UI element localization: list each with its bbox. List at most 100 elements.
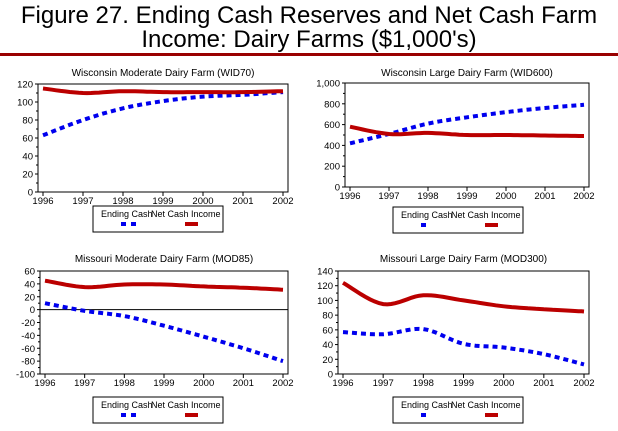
x-tick-label: 2001	[533, 378, 554, 389]
y-tick-label: 120	[17, 80, 33, 91]
chart-panel-3: Missouri Moderate Dairy Farm (MOD85) -100…	[16, 254, 294, 424]
y-tick-label: 600	[324, 120, 340, 131]
x-tick-label: 1997	[74, 378, 95, 389]
y-tick-label: 60	[322, 325, 333, 336]
y-tick-label: 40	[24, 279, 35, 290]
y-tick-label: 120	[317, 281, 333, 292]
y-tick-label: -80	[21, 357, 35, 368]
legend-label-ending-cash: Ending Cash	[101, 400, 153, 410]
x-tick-label: 1998	[112, 196, 133, 207]
x-tick-label: 2002	[573, 191, 594, 202]
y-tick-label: 800	[324, 99, 340, 110]
chart-panel-4: Missouri Large Dairy Farm (MOD300) 0 20 40 6…	[317, 254, 595, 424]
x-tick-label: 2000	[192, 196, 213, 207]
legend-swatch-ending-cash	[131, 222, 136, 226]
legend-frame	[392, 396, 524, 424]
legend-label-ending-cash: Ending Cash	[401, 400, 453, 410]
x-tick-label: 1996	[339, 191, 360, 202]
plot-area-frame	[37, 83, 289, 193]
y-tick-label: -60	[21, 344, 35, 355]
legend-swatch-ending-cash	[121, 222, 126, 226]
legend-frame	[392, 206, 524, 234]
legend-label-ending-cash: Ending Cash	[101, 209, 153, 219]
legend-swatch-ending-cash	[131, 413, 136, 417]
y-tick-label: 140	[317, 267, 333, 278]
x-tick-label: 1996	[332, 378, 353, 389]
y-tick-label: 0	[30, 305, 35, 316]
y-tick-label: -40	[21, 331, 35, 342]
x-tick-label: 1997	[378, 191, 399, 202]
x-tick-label: 1999	[456, 191, 477, 202]
legend-swatch-net-cash-income	[485, 413, 498, 417]
legend-label-net-cash-income: Net Cash Income	[451, 400, 521, 410]
chart-title: Wisconsin Moderate Dairy Farm (WID70)	[72, 68, 255, 79]
y-tick-label: 20	[22, 170, 33, 181]
y-tick-label: 20	[24, 292, 35, 303]
x-tick-label: 2002	[573, 378, 594, 389]
y-tick-label: -20	[21, 318, 35, 329]
figure-title: Figure 27. Ending Cash Reserves and Net …	[0, 4, 618, 52]
x-tick-label: 1998	[417, 191, 438, 202]
y-tick-label: 80	[22, 116, 33, 127]
chart-title: Wisconsin Large Dairy Farm (WID600)	[381, 68, 553, 79]
x-tick-label: 2000	[193, 378, 214, 389]
y-tick-label: 40	[322, 340, 333, 351]
x-tick-label: 2000	[493, 378, 514, 389]
y-tick-label: 0	[328, 370, 333, 381]
x-tick-label: 1999	[453, 378, 474, 389]
series-line-ending-cash	[42, 90, 284, 138]
y-tick-label: 60	[24, 267, 35, 278]
x-tick-label: 1996	[32, 196, 53, 207]
y-tick-label: 80	[322, 311, 333, 322]
y-tick-label: -100	[16, 370, 35, 381]
legend-swatch-net-cash-income	[485, 223, 498, 227]
title-rule	[0, 53, 618, 56]
figure-title-line-1: Figure 27. Ending Cash Reserves and Net …	[20, 2, 598, 29]
series-line-net-cash-income	[349, 124, 584, 138]
x-tick-label: 1996	[34, 378, 55, 389]
x-tick-label: 2002	[272, 196, 293, 207]
legend-frame	[92, 205, 224, 233]
y-tick-label: 60	[22, 134, 33, 145]
series-line-ending-cash	[44, 301, 284, 364]
series-line-net-cash-income	[341, 281, 585, 314]
legend-swatch-ending-cash	[121, 413, 126, 417]
chart-panel-2: Wisconsin Large Dairy Farm (WID600) 0 200 4…	[316, 68, 595, 234]
y-tick-label: 20	[322, 355, 333, 366]
y-tick-label: 100	[317, 296, 333, 307]
legend-label-net-cash-income: Net Cash Income	[151, 400, 221, 410]
series-line-ending-cash	[342, 326, 585, 367]
legend-label-ending-cash: Ending Cash	[401, 210, 453, 220]
x-tick-label: 1999	[153, 378, 174, 389]
legend-label-net-cash-income: Net Cash Income	[151, 209, 221, 219]
x-tick-label: 1997	[373, 378, 394, 389]
y-tick-label: 0	[335, 183, 340, 194]
x-tick-label: 2000	[495, 191, 516, 202]
figure-title-line-2: Income: Dairy Farms ($1,000's)	[141, 26, 477, 53]
legend-swatch-ending-cash	[421, 223, 426, 227]
legend-frame	[92, 396, 224, 424]
x-tick-label: 2001	[534, 191, 555, 202]
y-tick-label: 100	[17, 98, 33, 109]
y-tick-label: 400	[324, 141, 340, 152]
y-tick-label: 0	[28, 188, 33, 199]
legend-swatch-net-cash-income	[185, 222, 198, 226]
chart-title: Missouri Large Dairy Farm (MOD300)	[380, 254, 547, 265]
x-tick-label: 2001	[233, 378, 254, 389]
legend-swatch-net-cash-income	[185, 413, 198, 417]
chart-panel-1: Wisconsin Moderate Dairy Farm (WID70) 0 20…	[17, 68, 294, 233]
x-tick-label: 1998	[114, 378, 135, 389]
series-line-net-cash-income	[44, 278, 284, 292]
x-tick-label: 1999	[152, 196, 173, 207]
y-tick-label: 200	[324, 162, 340, 173]
y-tick-label: 40	[22, 152, 33, 163]
y-tick-label: 1,000	[316, 79, 340, 90]
legend-label-net-cash-income: Net Cash Income	[451, 210, 521, 220]
x-tick-label: 1998	[413, 378, 434, 389]
chart-title: Missouri Moderate Dairy Farm (MOD85)	[75, 254, 253, 265]
x-tick-label: 2002	[272, 378, 293, 389]
